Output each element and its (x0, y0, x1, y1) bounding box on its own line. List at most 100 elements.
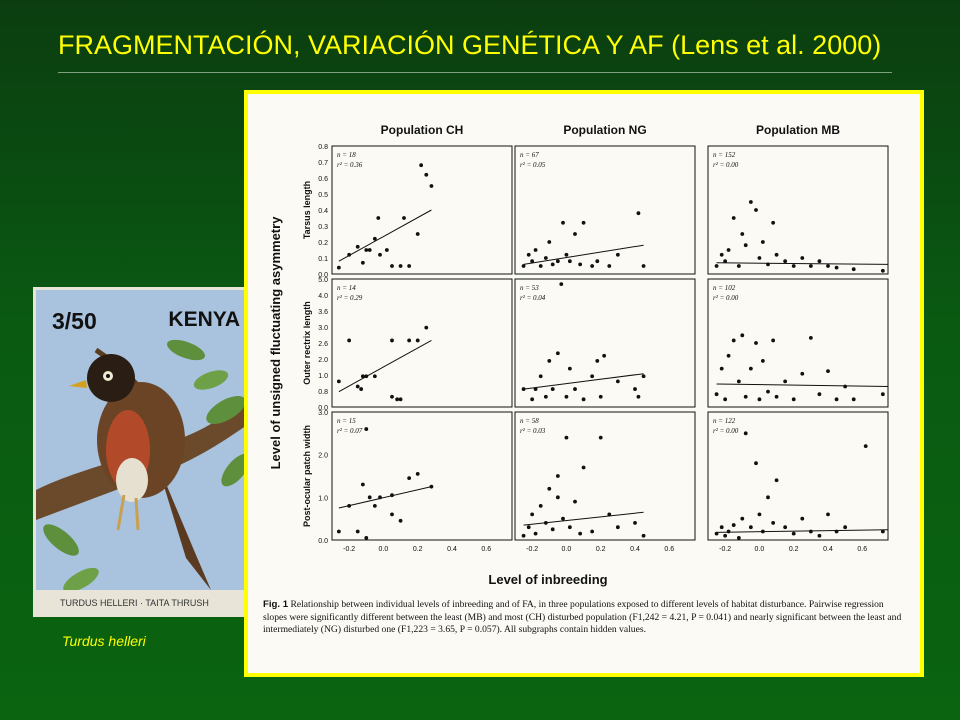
data-point (748, 200, 753, 204)
x-tick-label: 0.4 (447, 546, 457, 553)
data-point (771, 521, 776, 525)
panel-frame (514, 145, 696, 275)
x-tick-label: -0.2 (719, 546, 731, 553)
data-point (360, 260, 365, 265)
x-tick-label: 0.0 (755, 546, 765, 553)
x-tick-label: 0.6 (481, 546, 491, 553)
data-point (402, 216, 406, 220)
data-point (598, 394, 603, 399)
y-tick-label: 0.5 (318, 192, 328, 199)
data-point (719, 366, 724, 371)
data-point (590, 264, 595, 268)
figure-caption: Fig. 1 Relationship between individual l… (263, 599, 908, 637)
data-point (880, 268, 885, 273)
data-point (530, 259, 535, 264)
data-point (791, 264, 796, 268)
data-point (533, 531, 538, 536)
data-point (731, 523, 736, 527)
data-point (547, 359, 552, 363)
data-point (578, 531, 583, 536)
column-title: Population CH (381, 123, 464, 137)
panel-n-label: n = 152 (713, 151, 736, 159)
panel-n-label: n = 67 (520, 151, 539, 159)
data-point (364, 427, 369, 431)
data-point (641, 264, 646, 268)
data-point (843, 525, 848, 530)
x-tick-label: -0.2 (526, 546, 538, 553)
panel-r2-label: r² = 0.36 (337, 161, 363, 169)
y-tick-label: 2.0 (318, 453, 328, 460)
data-point (564, 252, 569, 257)
data-point (633, 387, 637, 391)
x-tick-label: 0.4 (630, 546, 640, 553)
data-point (364, 248, 369, 252)
data-point (615, 525, 620, 530)
data-point (407, 338, 412, 343)
data-point (595, 259, 600, 264)
data-point (800, 256, 805, 260)
column-title: Population NG (563, 123, 646, 137)
data-point (743, 431, 748, 436)
y-tick-label: 0.4 (318, 208, 328, 215)
data-point (547, 486, 552, 491)
y-tick-label: 0.0 (318, 272, 328, 279)
panel-frame (514, 278, 696, 408)
data-point (395, 397, 400, 402)
x-tick-label: 0.6 (664, 546, 674, 553)
data-point (834, 397, 839, 402)
data-point (550, 262, 555, 267)
data-point (538, 264, 543, 268)
data-point (826, 369, 830, 374)
y-tick-label: 5.0 (318, 277, 328, 284)
data-point (590, 529, 595, 534)
data-point (559, 282, 564, 287)
data-point (360, 482, 365, 487)
data-point (555, 495, 560, 500)
data-point (736, 535, 741, 540)
data-point (367, 495, 372, 500)
data-point (783, 379, 788, 384)
x-tick-label: 0.2 (413, 546, 423, 553)
data-point (757, 256, 762, 260)
data-point (714, 264, 719, 268)
data-point (564, 435, 569, 440)
regression-line (338, 486, 432, 509)
data-point (800, 516, 805, 521)
data-point (415, 338, 420, 343)
y-tick-label: 2.0 (318, 357, 328, 364)
data-point (808, 264, 813, 268)
data-point (419, 163, 424, 168)
row-label: Outer rectrix length (302, 301, 312, 385)
data-point (719, 252, 724, 257)
data-point (372, 503, 377, 508)
data-point (521, 387, 526, 391)
panel-r2-label: r² = 0.03 (520, 427, 546, 435)
data-point (398, 518, 403, 523)
data-point (766, 389, 770, 394)
data-point (726, 248, 731, 252)
data-point (567, 366, 572, 371)
panel-r2-label: r² = 0.04 (520, 294, 546, 302)
data-point (530, 512, 535, 517)
data-point (390, 264, 394, 268)
data-point (800, 371, 805, 376)
data-point (429, 484, 434, 489)
x-axis-title: Level of inbreeding (488, 572, 607, 587)
data-point (521, 264, 526, 268)
data-point (355, 384, 360, 389)
data-point (367, 248, 372, 252)
data-point (740, 516, 745, 521)
data-point (573, 232, 577, 236)
data-point (336, 265, 341, 270)
y-tick-label: 0.8 (318, 389, 328, 396)
regression-line (338, 340, 432, 393)
data-point (398, 264, 403, 268)
data-point (390, 394, 394, 399)
y-axis-title: Level of unsigned fluctuating asymmetry (268, 216, 283, 470)
data-point (736, 379, 741, 384)
data-point (774, 478, 779, 483)
data-point (633, 521, 637, 525)
panel-r2-label: r² = 0.00 (713, 427, 739, 435)
title-divider (58, 72, 892, 73)
data-point (851, 267, 856, 272)
